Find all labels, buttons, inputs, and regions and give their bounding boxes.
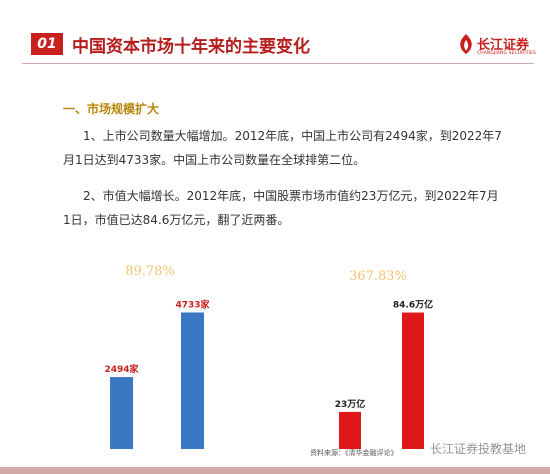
flame-logo-icon [460,34,472,54]
logo-subtext: CHANGJIANG SECURITIES [477,51,536,56]
bar-value-label: 2494家 [104,363,139,375]
section-heading: 一、市场规模扩大 [63,102,160,116]
bar-value-label: 23万亿 [335,398,366,410]
growth-percentage-label: 89.78% [125,264,175,279]
chart-bar [402,312,424,449]
footer-bar [0,467,550,474]
slide-header: 01 中国资本市场十年来的主要变化 长江证券 CHANGJIANG SECURI… [0,0,550,62]
paragraph-listed-companies: 1、上市公司数量大幅增加。2012年底，中国上市公司有2494家，到2022年7… [63,124,503,172]
logo-text: 长江证券 [477,38,530,53]
paragraph-text: 1、上市公司数量大幅增加。2012年底，中国上市公司有2494家，到2022年7… [63,129,502,167]
growth-percentage-label: 367.83% [349,269,407,284]
watermark: 长江证券投教基地 [430,442,527,456]
slide-title: 中国资本市场十年来的主要变化 [72,37,310,57]
paragraph-market-cap: 2、市值大幅增长。2012年底，中国股票市场市值约23万亿元，到2022年7月1… [63,184,503,232]
header-divider [22,63,534,64]
chart-bar [110,377,133,449]
brand-logo: 长江证券 CHANGJIANG SECURITIES [455,30,536,60]
paragraph-text: 2、市值大幅增长。2012年底，中国股票市场市值约23万亿元，到2022年7月1… [63,189,499,227]
chart-bar [181,312,204,449]
source-note: 资料来源：《清华金融评论》 [310,449,398,457]
comparison-bar-charts: 89.78% 2494家 4733家 367.83% 23万亿 84.6万亿 [104,264,433,449]
bar-value-label: 84.6万亿 [393,299,433,311]
bar-value-label: 4733家 [175,298,210,310]
section-number-badge: 01 [31,33,63,55]
chart-bar [339,411,361,449]
